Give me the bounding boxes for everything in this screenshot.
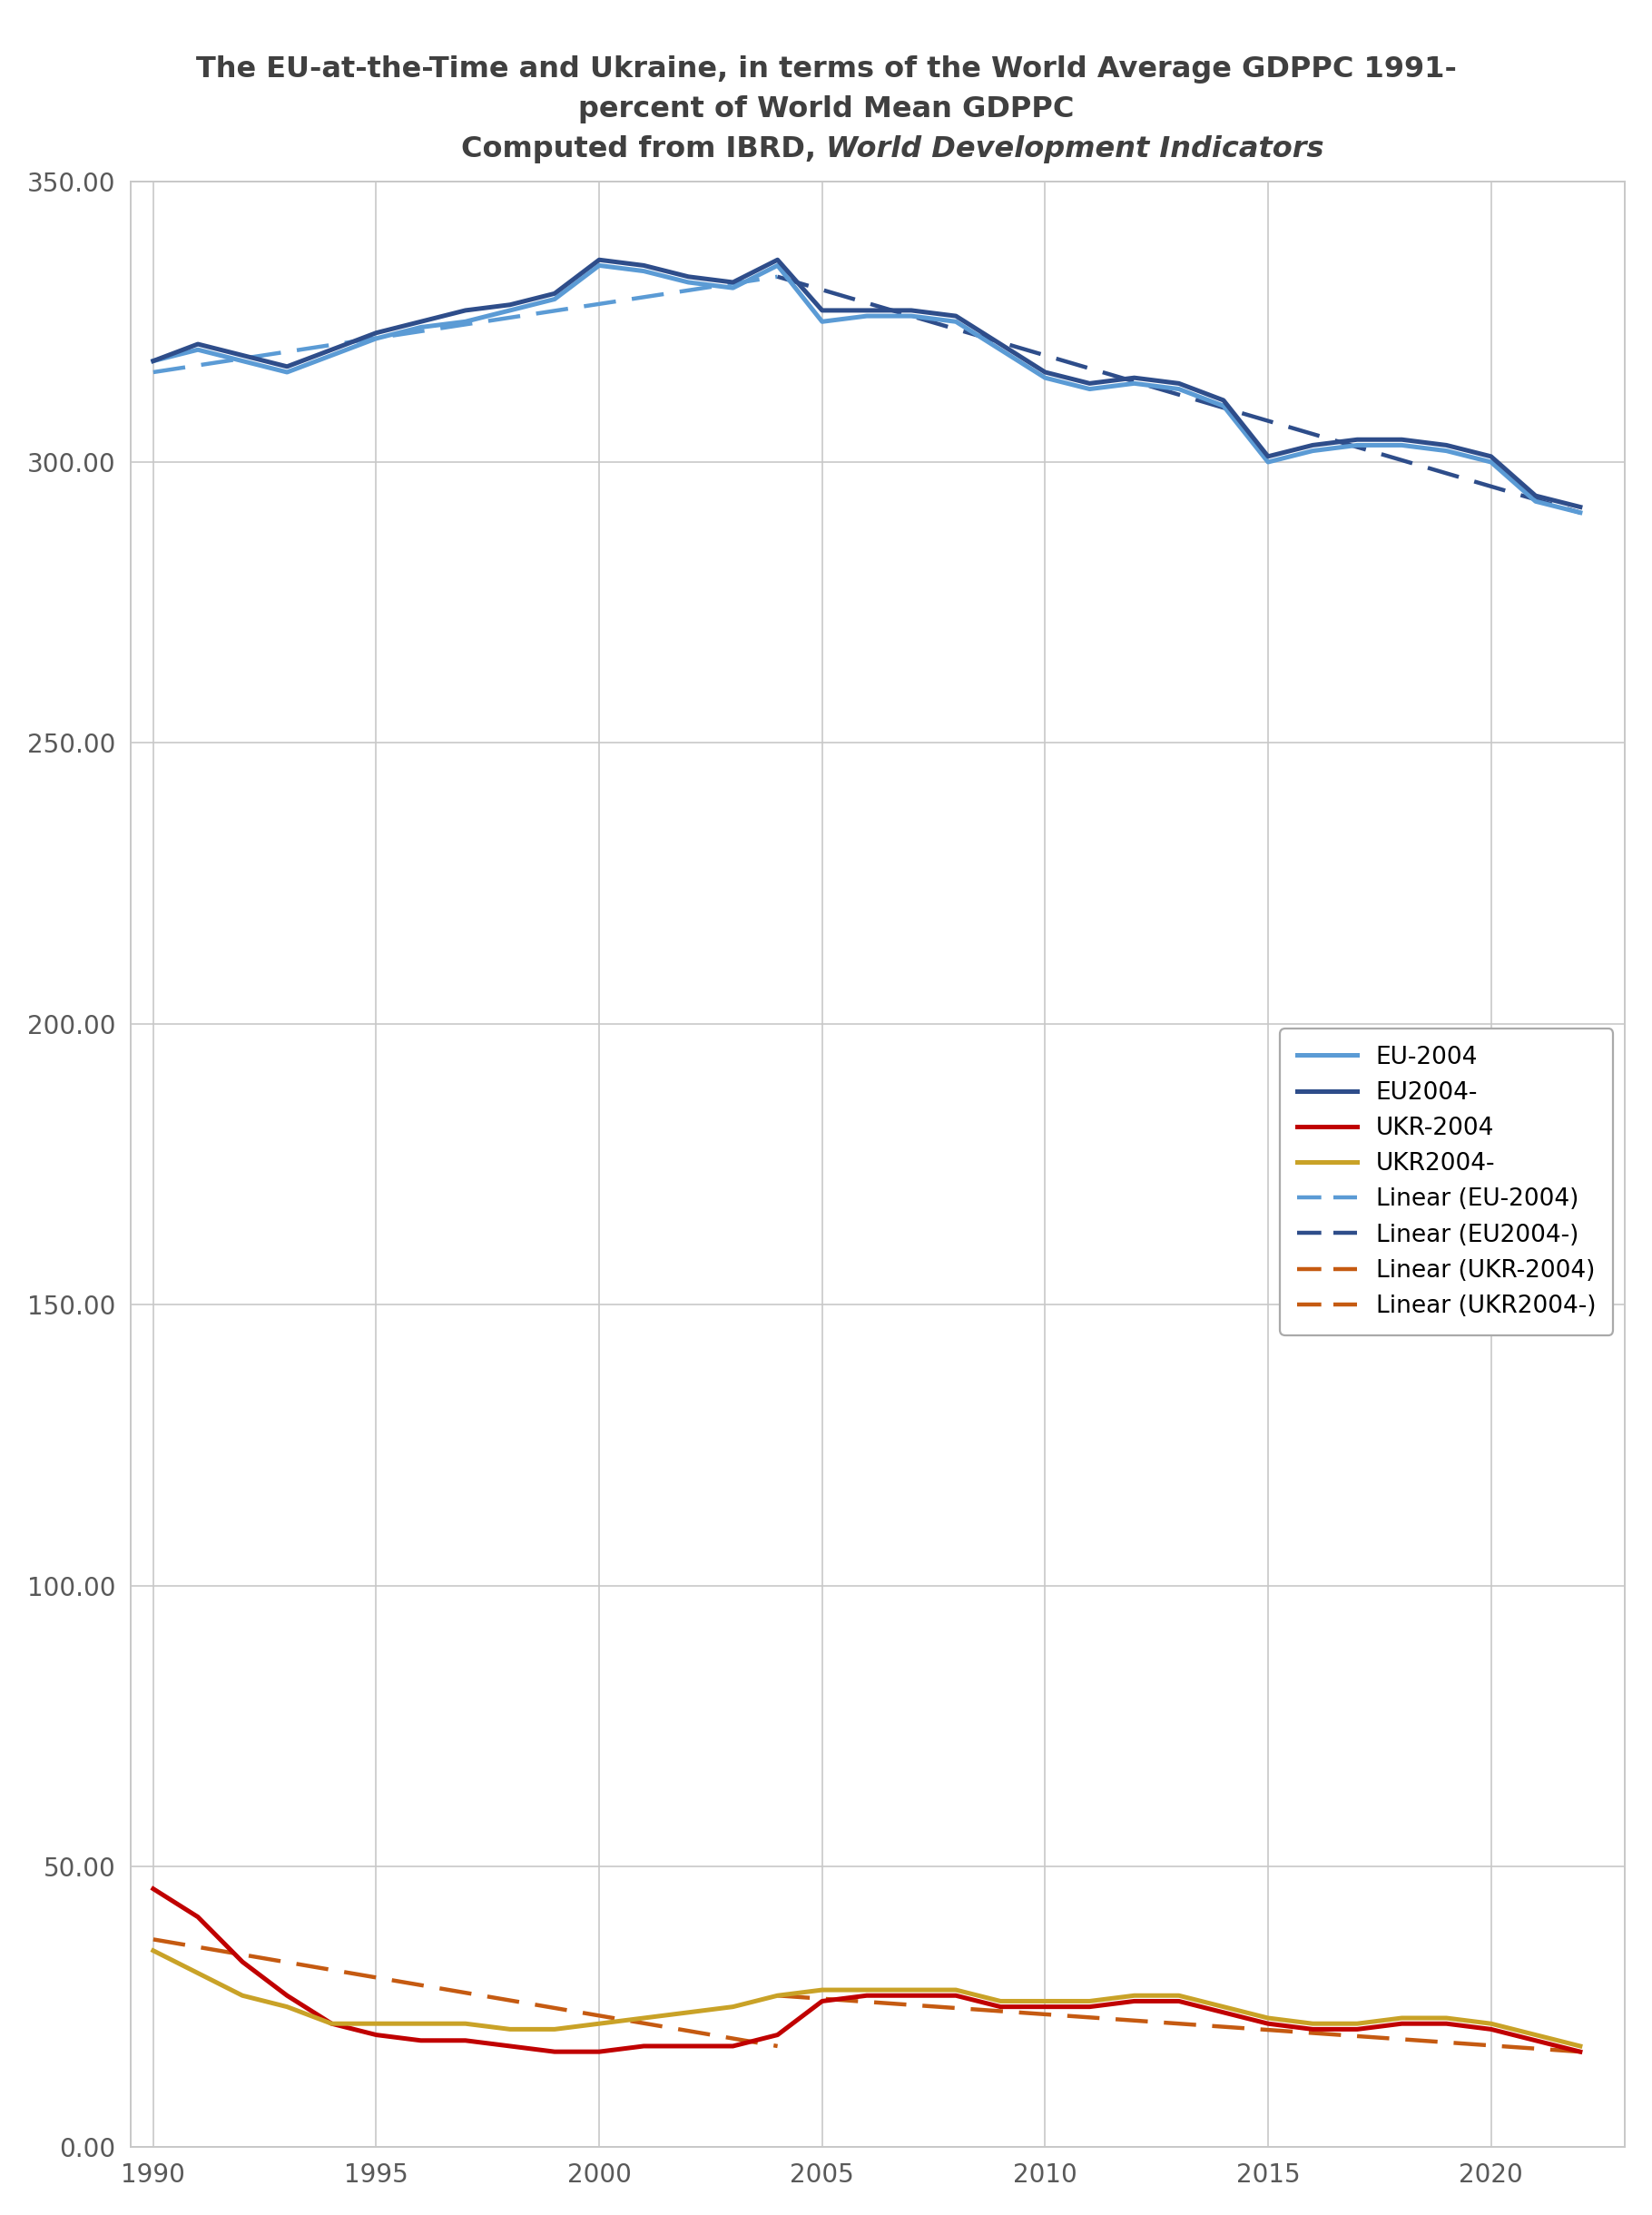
Text: World Development Indicators: World Development Indicators [826,135,1323,164]
Text: Computed from IBRD,: Computed from IBRD, [461,135,826,164]
Text: percent of World Mean GDPPC: percent of World Mean GDPPC [578,95,1074,124]
Legend: EU-2004, EU2004-, UKR-2004, UKR2004-, Linear (EU-2004), Linear (EU2004-), Linear: EU-2004, EU2004-, UKR-2004, UKR2004-, Li… [1280,1028,1612,1336]
Text: The EU-at-the-Time and Ukraine, in terms of the World Average GDPPC 1991-: The EU-at-the-Time and Ukraine, in terms… [195,55,1457,84]
